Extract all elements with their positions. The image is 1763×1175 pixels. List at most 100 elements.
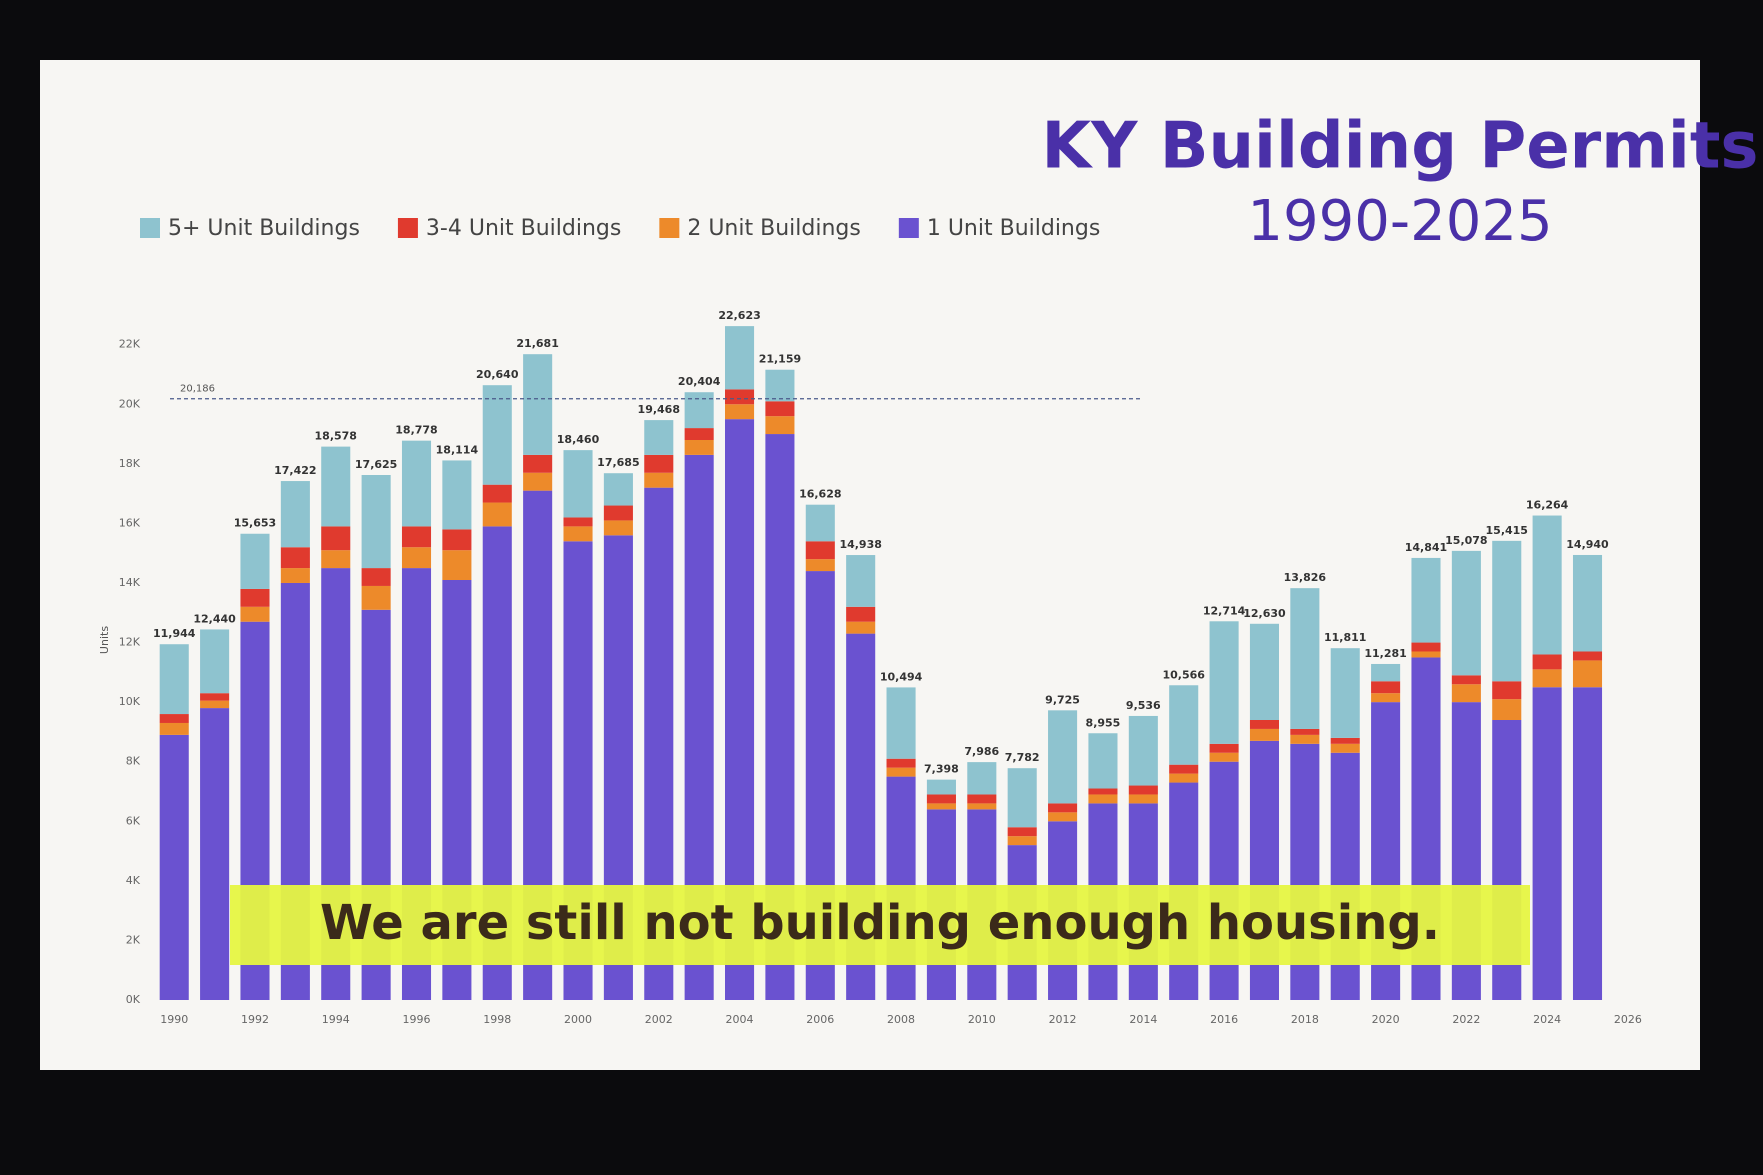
- bar-segment: [603, 473, 633, 506]
- y-tick-label: 6K: [126, 814, 141, 827]
- bar-segment: [967, 803, 997, 810]
- bar-segment: [321, 446, 351, 527]
- bar-segment: [1532, 669, 1562, 688]
- total-label: 15,078: [1445, 534, 1487, 547]
- total-label: 20,404: [678, 375, 721, 388]
- bar-segment: [1209, 743, 1239, 753]
- legend-label: 5+ Unit Buildings: [168, 216, 360, 241]
- bar-segment: [926, 779, 956, 795]
- bar-segment: [482, 502, 512, 527]
- bar-segment: [1532, 687, 1562, 1000]
- bar-segment: [846, 555, 876, 607]
- total-label: 9,536: [1126, 699, 1161, 712]
- total-label: 22,623: [718, 309, 760, 322]
- bar-segment: [280, 568, 310, 583]
- total-label: 10,566: [1162, 668, 1205, 681]
- y-tick-label: 12K: [119, 636, 141, 649]
- bar-segment: [1371, 663, 1401, 682]
- x-tick-label: 2012: [1049, 1013, 1077, 1026]
- total-label: 21,159: [759, 353, 801, 366]
- bar-segment: [725, 389, 755, 405]
- bar-segment: [1532, 515, 1562, 655]
- x-tick-label: 1998: [483, 1013, 511, 1026]
- y-tick-label: 8K: [126, 755, 141, 768]
- x-tick-label: 2006: [806, 1013, 834, 1026]
- bar-segment: [1290, 588, 1320, 729]
- total-label: 21,681: [516, 337, 558, 350]
- bar-segment: [523, 454, 553, 473]
- y-tick-label: 18K: [119, 457, 141, 470]
- bar-segment: [1411, 557, 1441, 643]
- chart-subtitle: 1990-2025: [1247, 189, 1552, 254]
- y-axis-label: Units: [98, 626, 111, 654]
- bar-segment: [1290, 728, 1320, 735]
- total-label: 11,811: [1324, 631, 1366, 644]
- annotation-box: [230, 885, 1530, 965]
- bar-segment: [200, 629, 230, 694]
- bar-segment: [200, 708, 230, 1000]
- x-tick-label: 2016: [1210, 1013, 1238, 1026]
- bar-segment: [1088, 788, 1118, 795]
- reference-label: 20,186: [180, 384, 215, 395]
- bar-segment: [563, 526, 593, 542]
- y-tick-label: 16K: [119, 516, 141, 529]
- bar-segment: [240, 533, 270, 589]
- total-label: 14,940: [1566, 538, 1609, 551]
- bar-segment: [1048, 710, 1078, 804]
- bar-segment: [644, 420, 674, 455]
- bar-segment: [1572, 660, 1603, 688]
- bar-segment: [1492, 681, 1522, 700]
- chart-title: KY Building Permits: [1041, 110, 1758, 184]
- bar-segment: [805, 504, 835, 542]
- bar-segment: [159, 714, 189, 723]
- x-tick-label: 1994: [322, 1013, 350, 1026]
- bar-segment: [442, 550, 472, 580]
- bar-segment: [805, 559, 835, 572]
- bar-segment: [1330, 737, 1360, 744]
- bar-segment: [684, 428, 714, 440]
- bar-segment: [1492, 699, 1522, 720]
- x-tick-label: 1996: [403, 1013, 431, 1026]
- annotation: We are still not building enough housing…: [320, 895, 1440, 951]
- total-label: 18,778: [395, 424, 437, 437]
- x-tick-label: 1990: [160, 1013, 188, 1026]
- bar-segment: [361, 585, 391, 610]
- bar-segment: [1007, 768, 1037, 828]
- y-tick-label: 10K: [119, 695, 141, 708]
- bar-segment: [1572, 554, 1603, 652]
- total-label: 8,955: [1086, 716, 1121, 729]
- total-label: 11,281: [1364, 647, 1406, 660]
- bar-segment: [926, 803, 956, 810]
- x-tick-label: 2026: [1614, 1013, 1642, 1026]
- y-tick-label: 20K: [119, 397, 141, 410]
- bar-segment: [1532, 654, 1562, 670]
- total-label: 12,440: [193, 612, 236, 625]
- bar-segment: [603, 520, 633, 536]
- y-tick-label: 14K: [119, 576, 141, 589]
- total-label: 7,398: [924, 763, 959, 776]
- total-label: 9,725: [1045, 693, 1080, 706]
- total-label: 17,625: [355, 458, 397, 471]
- total-label: 7,986: [964, 745, 999, 758]
- y-tick-label: 0K: [126, 993, 141, 1006]
- bar-segment: [523, 472, 553, 491]
- bar-segment: [1128, 794, 1158, 804]
- total-label: 14,841: [1405, 541, 1447, 554]
- bar-segment: [603, 505, 633, 521]
- total-label: 18,460: [557, 433, 600, 446]
- bar-segment: [321, 526, 351, 551]
- x-tick-label: 2024: [1533, 1013, 1561, 1026]
- bar-segment: [361, 568, 391, 586]
- bar-segment: [1209, 752, 1239, 762]
- bar-segment: [1007, 836, 1037, 846]
- bar-segment: [1169, 764, 1199, 774]
- total-label: 20,640: [476, 368, 519, 381]
- bar-segment: [159, 734, 189, 1000]
- x-tick-label: 2002: [645, 1013, 673, 1026]
- y-tick-label: 2K: [126, 933, 141, 946]
- legend-swatch: [898, 218, 919, 238]
- bar-segment: [442, 460, 472, 530]
- bar-segment: [644, 472, 674, 488]
- bar-segment: [1290, 734, 1320, 744]
- bar-segment: [1048, 812, 1078, 822]
